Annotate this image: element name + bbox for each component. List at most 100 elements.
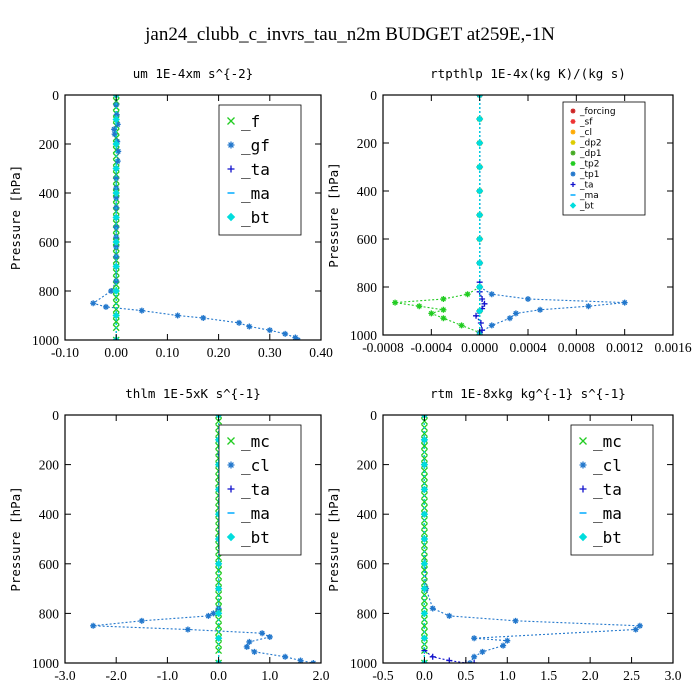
data-point (570, 119, 576, 124)
legend-label: _bt (241, 528, 270, 547)
data-point (570, 171, 576, 177)
data-point (416, 303, 423, 310)
plot-area (420, 415, 643, 663)
data-point (227, 141, 235, 149)
y-axis-label: Pressure [hPa] (326, 162, 341, 267)
y-tick-label: 1000 (32, 656, 59, 671)
legend-label: _mc (593, 432, 622, 451)
data-point (114, 121, 121, 128)
x-tick-label: 0.5 (457, 668, 474, 683)
series-bt (420, 415, 429, 663)
x-tick-label: 2.0 (582, 668, 599, 683)
series-line (395, 95, 481, 335)
chart-panel-1: um 1E-4xm s^{-2} Pressure [hPa] -0.10 0.00 0… (8, 66, 333, 360)
data-point (251, 648, 258, 655)
legend-label: _bt (579, 202, 594, 212)
data-point (112, 305, 120, 313)
data-point (420, 584, 429, 593)
y-tick-label: 800 (39, 284, 60, 299)
data-point (420, 560, 429, 568)
data-point (420, 535, 429, 543)
data-point (282, 653, 289, 660)
data-point (113, 243, 120, 250)
y-axis-label: Pressure [hPa] (8, 486, 23, 591)
legend: _f _gf _ta _ma _bt (218, 104, 302, 236)
x-tick-label: 2.0 (313, 668, 330, 683)
data-point (479, 648, 486, 655)
data-point (569, 202, 577, 209)
x-tick-label: -0.5 (372, 668, 394, 683)
data-point (112, 140, 120, 148)
data-point (243, 643, 250, 650)
data-point (214, 634, 223, 642)
legend-label: _cl (593, 456, 622, 475)
data-point (578, 532, 588, 542)
x-tick-label: -0.0008 (362, 340, 404, 355)
y-tick-label: 400 (39, 186, 60, 201)
data-point (112, 311, 120, 320)
y-tick-label: 200 (357, 458, 378, 473)
data-point (471, 653, 478, 660)
series-bt (112, 95, 120, 340)
x-tick-label: 0.0 (416, 668, 433, 683)
data-point (420, 510, 429, 518)
x-tick-label: -0.10 (51, 345, 79, 360)
x-tick-label: -1.0 (157, 668, 179, 683)
y-tick-label: 400 (357, 507, 378, 522)
data-point (215, 647, 223, 655)
y-tick-label: 0 (370, 88, 377, 103)
legend-box (570, 424, 654, 556)
legend-label: _ta (579, 181, 594, 191)
legend-label: _ma (241, 184, 270, 203)
plot-frame (64, 414, 322, 664)
data-point (440, 296, 447, 302)
data-point (420, 609, 429, 618)
data-point (471, 660, 478, 663)
data-point (570, 161, 576, 166)
data-point (112, 213, 120, 222)
data-point (215, 622, 223, 630)
y-tick-label: 200 (357, 136, 378, 151)
x-tick-label: 0.0 (210, 668, 227, 683)
data-point (537, 306, 544, 313)
data-point (420, 436, 429, 444)
data-point (113, 278, 120, 285)
data-point (226, 532, 236, 542)
legend-label: _ta (593, 480, 622, 499)
data-point (215, 417, 223, 425)
data-point (115, 148, 122, 155)
data-point (113, 175, 120, 182)
data-point (227, 437, 235, 445)
legend-box (218, 104, 302, 236)
data-point (420, 541, 428, 549)
y-tick-label: 800 (357, 606, 378, 621)
data-point (428, 310, 435, 317)
data-point (440, 306, 447, 313)
data-point (215, 566, 223, 574)
data-point (112, 238, 120, 246)
data-point (200, 314, 207, 321)
data-point (632, 626, 639, 633)
data-point (500, 642, 507, 649)
data-point (420, 467, 428, 475)
data-point (570, 140, 576, 145)
data-point (579, 461, 587, 469)
data-point (420, 417, 428, 425)
series-tp2 (392, 95, 483, 335)
data-point (570, 129, 576, 135)
legend-label: _cl (241, 456, 270, 475)
series-bt (475, 95, 484, 335)
data-point (112, 336, 120, 340)
data-point (227, 485, 235, 493)
data-point (420, 554, 428, 562)
series-line (423, 415, 475, 663)
data-point (585, 303, 592, 310)
plot-area (392, 95, 628, 335)
y-axis-label: Pressure [hPa] (326, 486, 341, 591)
y-tick-label: 400 (357, 184, 378, 199)
data-point (420, 566, 428, 574)
legend-label: _f (241, 112, 260, 131)
y-tick-label: 800 (357, 280, 378, 295)
chart-panel-3: thlm 1E-5xK s^{-1} Pressure [hPa] -3.0 -2.0… (8, 386, 330, 683)
data-point (420, 634, 429, 642)
